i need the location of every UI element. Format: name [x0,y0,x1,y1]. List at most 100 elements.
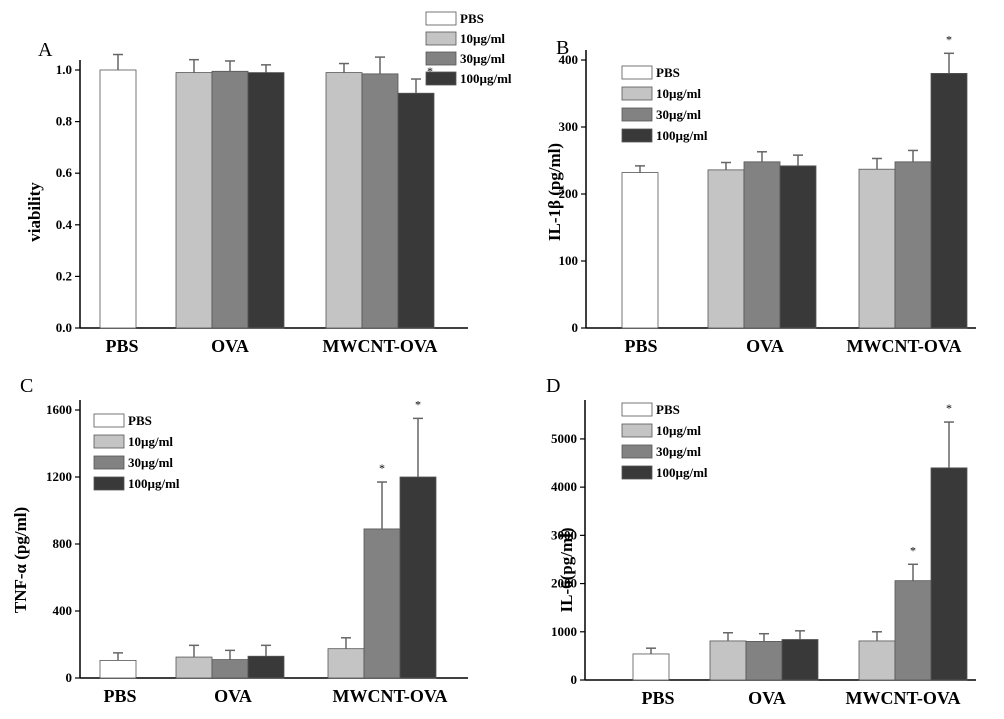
panel-a-y-axis-label: viability [25,182,44,242]
panel-d-bar [632,653,670,681]
panel-d-category-label: MWCNT-OVA [845,688,960,708]
panel-c-legend-label: 100µg/ml [128,476,180,491]
panel-d-y-tick-label: 2000 [551,576,577,591]
panel-d-legend-swatch [621,465,653,480]
panel-b-y-axis-label: IL-1β (pg/ml) [545,143,564,241]
panel-a-letter: A [38,39,53,61]
panel-b-category-label: MWCNT-OVA [846,336,961,356]
panel-d-bar [930,467,968,681]
panel-c-category-label: OVA [214,686,252,706]
panel-b-bar [894,161,932,329]
panel-c-y-tick-label: 800 [53,536,73,551]
panel-d-legend-label: 30µg/ml [656,444,701,459]
panel-a-bar [99,69,137,329]
panel-b-legend-swatch [621,86,653,101]
panel-a-category-label: PBS [105,336,138,356]
panel-c-legend-label: 10µg/ml [128,434,173,449]
panel-d-y-tick-label: 0 [571,672,578,687]
panel-b-legend-swatch [621,65,653,80]
panel-a-legend-swatch [425,31,457,46]
panel-d-bar [709,640,747,681]
panel-b-bar [743,161,781,329]
panel-a-legend-label: PBS [460,11,484,26]
panel-d-significance-mark: * [910,543,916,557]
panel-c-legend-swatch [93,434,125,449]
panel-c-bar [363,528,401,679]
panel-a-y-tick-label: 1.0 [56,62,72,77]
panel-c-legend-swatch [93,413,125,428]
panel-d-legend-label: 10µg/ml [656,423,701,438]
panel-c-bar [211,659,249,679]
panel-b-bar [858,168,896,329]
panel-d-y-tick-label: 1000 [551,624,577,639]
panel-c-category-label: PBS [103,686,136,706]
panel-b-legend-swatch [621,107,653,122]
panel-d-bar [858,640,896,681]
panel-c-y-tick-label: 1600 [46,402,72,417]
panel-c-bar [175,656,213,679]
panel-d-legend-label: 100µg/ml [656,465,708,480]
panel-b-letter: B [556,37,569,59]
panel-a-y-tick-label: 0.6 [56,165,73,180]
panel-c-legend-swatch [93,455,125,470]
panel-d-legend-swatch [621,423,653,438]
panel-a-category-label: OVA [211,336,249,356]
panel-d-y-tick-label: 5000 [551,431,577,446]
panel-d-y-axis-label: IL-6(pg/ml) [557,528,576,613]
panel-a-y-tick-label: 0.2 [56,268,72,283]
panel-d-bar [745,641,783,681]
panel-c-legend-swatch [93,476,125,491]
panel-a-legend-swatch [425,11,457,26]
panel-b-bar [779,165,817,329]
panel-b-y-tick-label: 200 [559,186,579,201]
panel-a-y-tick-label: 0.4 [56,217,73,232]
panel-a-bar [361,73,399,329]
panel-a-bar [175,72,213,329]
panel-b-y-tick-label: 0 [572,320,579,335]
panel-c-bar [399,476,437,679]
panel-a-legend-label: 30µg/ml [460,51,505,66]
panel-b-bar [621,172,659,329]
panel-b-category-label: PBS [624,336,657,356]
panel-b-significance-mark: * [946,32,952,46]
panel-c-y-axis-label: TNF-α (pg/ml) [11,507,30,613]
panel-a-legend-label: 10µg/ml [460,31,505,46]
panel-c-letter: C [20,375,33,397]
panel-a-bar [397,92,435,329]
panel-a-legend-swatch [425,51,457,66]
panel-a-significance-mark: * [427,64,433,78]
panel-c-bar [247,655,285,679]
panel-b-bar [930,73,968,329]
panel-a-bar [325,72,363,329]
panel-d-significance-mark: * [946,401,952,415]
panel-a-y-tick-label: 0.8 [56,114,73,129]
panel-d-bar [781,639,819,681]
panel-a-y-tick-label: 0.0 [56,320,72,335]
panel-c-significance-mark: * [379,461,385,475]
panel-d-legend-swatch [621,444,653,459]
panel-a-legend-label: 100µg/ml [460,71,512,86]
panel-c-legend-label: 30µg/ml [128,455,173,470]
panel-c-bar [99,660,137,679]
panel-c-y-tick-label: 400 [53,603,73,618]
panel-d-y-tick-label: 3000 [551,527,577,542]
panel-c-bar [327,648,365,679]
panel-a-bar [247,72,285,329]
panel-b-legend-label: 30µg/ml [656,107,701,122]
panel-d-letter: D [546,375,560,397]
panel-a-category-label: MWCNT-OVA [322,336,437,356]
panel-c-category-label: MWCNT-OVA [332,686,447,706]
panel-c-significance-mark: * [415,397,421,411]
panel-d-bar [894,580,932,681]
panel-b-legend-label: 10µg/ml [656,86,701,101]
panel-c-y-tick-label: 0 [66,670,73,685]
panel-d-y-tick-label: 4000 [551,479,577,494]
panel-d-legend-swatch [621,402,653,417]
panel-d-category-label: PBS [641,688,674,708]
panel-b-y-tick-label: 400 [559,52,579,67]
panel-b-y-tick-label: 100 [559,253,579,268]
panel-b-legend-swatch [621,128,653,143]
panel-b-legend-label: PBS [656,65,680,80]
